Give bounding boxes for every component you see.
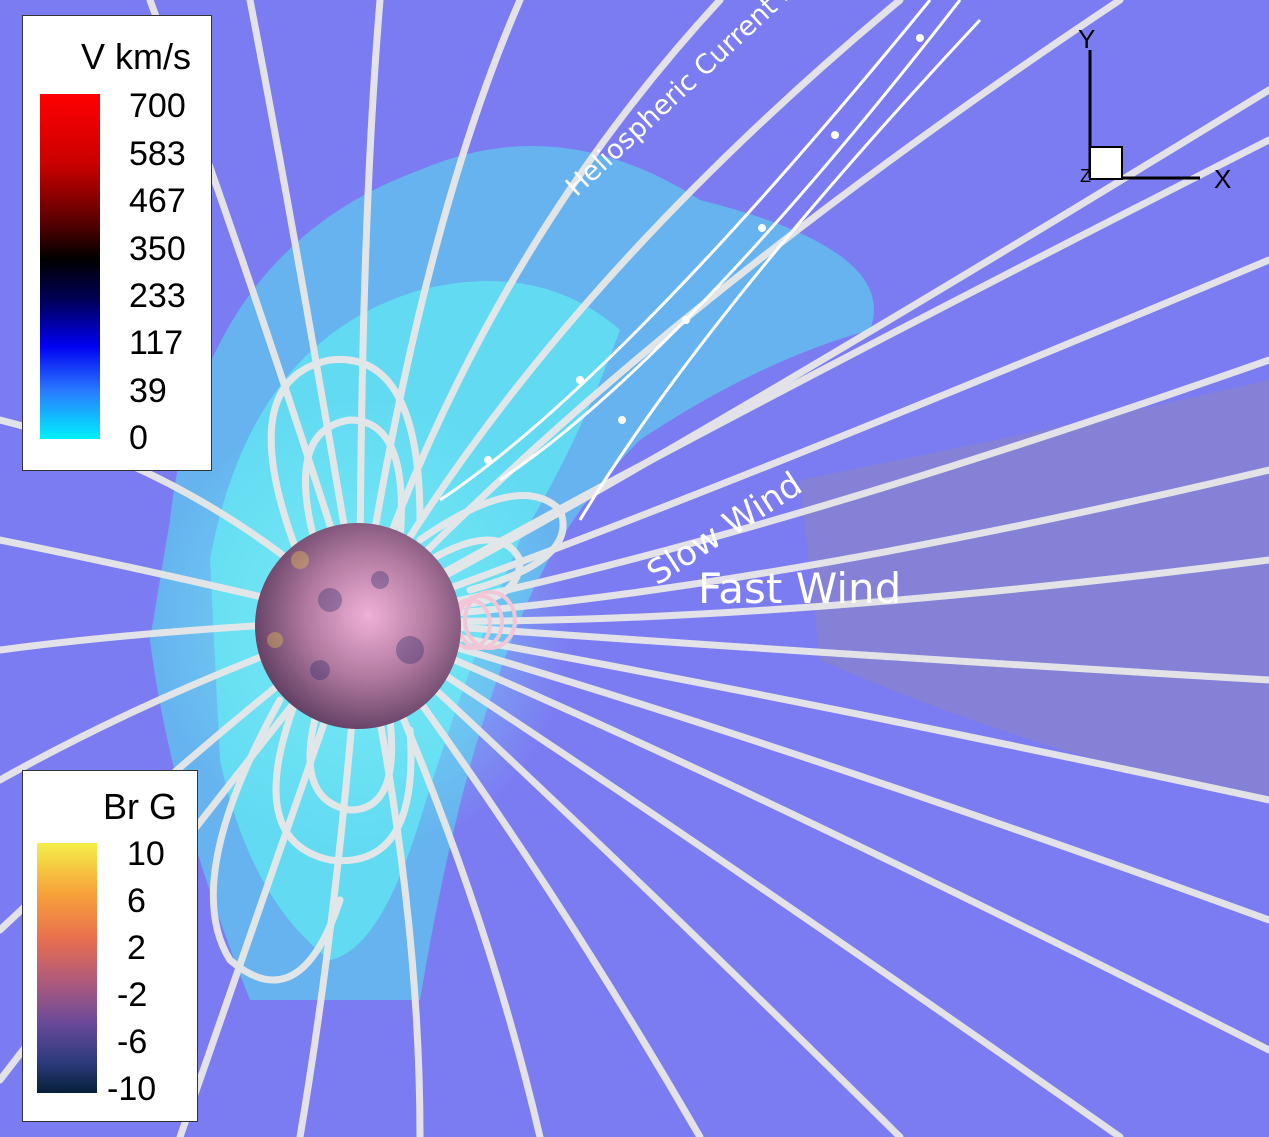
- x-axis-label: X: [1214, 164, 1232, 194]
- hcs-lines: [439, 0, 982, 521]
- velocity-tick: 233: [129, 277, 186, 315]
- fast-wind-label: Fast Wind: [698, 564, 902, 613]
- velocity-tick: 0: [129, 419, 148, 457]
- velocity-legend-title: V km/s: [81, 36, 192, 77]
- field-tick: 6: [127, 882, 146, 920]
- velocity-colorbar: [40, 94, 100, 439]
- z-axis-box: [1089, 146, 1123, 180]
- velocity-legend: V km/s 700 583 467 350 233 117 39 0: [22, 15, 212, 471]
- field-tick: 10: [127, 835, 165, 873]
- velocity-tick: 350: [129, 230, 186, 268]
- velocity-tick: 583: [129, 135, 186, 173]
- field-legend-title: Br G: [103, 786, 178, 827]
- hcs-markers: [484, 34, 924, 464]
- velocity-tick: 467: [129, 182, 186, 220]
- field-tick: -10: [107, 1070, 157, 1108]
- y-axis-label: Y: [1078, 24, 1096, 54]
- field-tick: -2: [117, 976, 148, 1014]
- field-tick: -6: [117, 1023, 148, 1061]
- sun-sphere: [255, 523, 461, 729]
- field-colorbar: [37, 843, 97, 1093]
- z-axis-label: Z: [1080, 166, 1091, 186]
- field-tick: 2: [127, 929, 146, 967]
- field-legend: Br G 10 6 2 -2 -6 -10: [22, 770, 198, 1122]
- velocity-tick: 117: [129, 324, 184, 362]
- velocity-tick: 700: [129, 87, 186, 125]
- sun-texture: [267, 551, 424, 680]
- velocity-tick: 39: [129, 372, 167, 410]
